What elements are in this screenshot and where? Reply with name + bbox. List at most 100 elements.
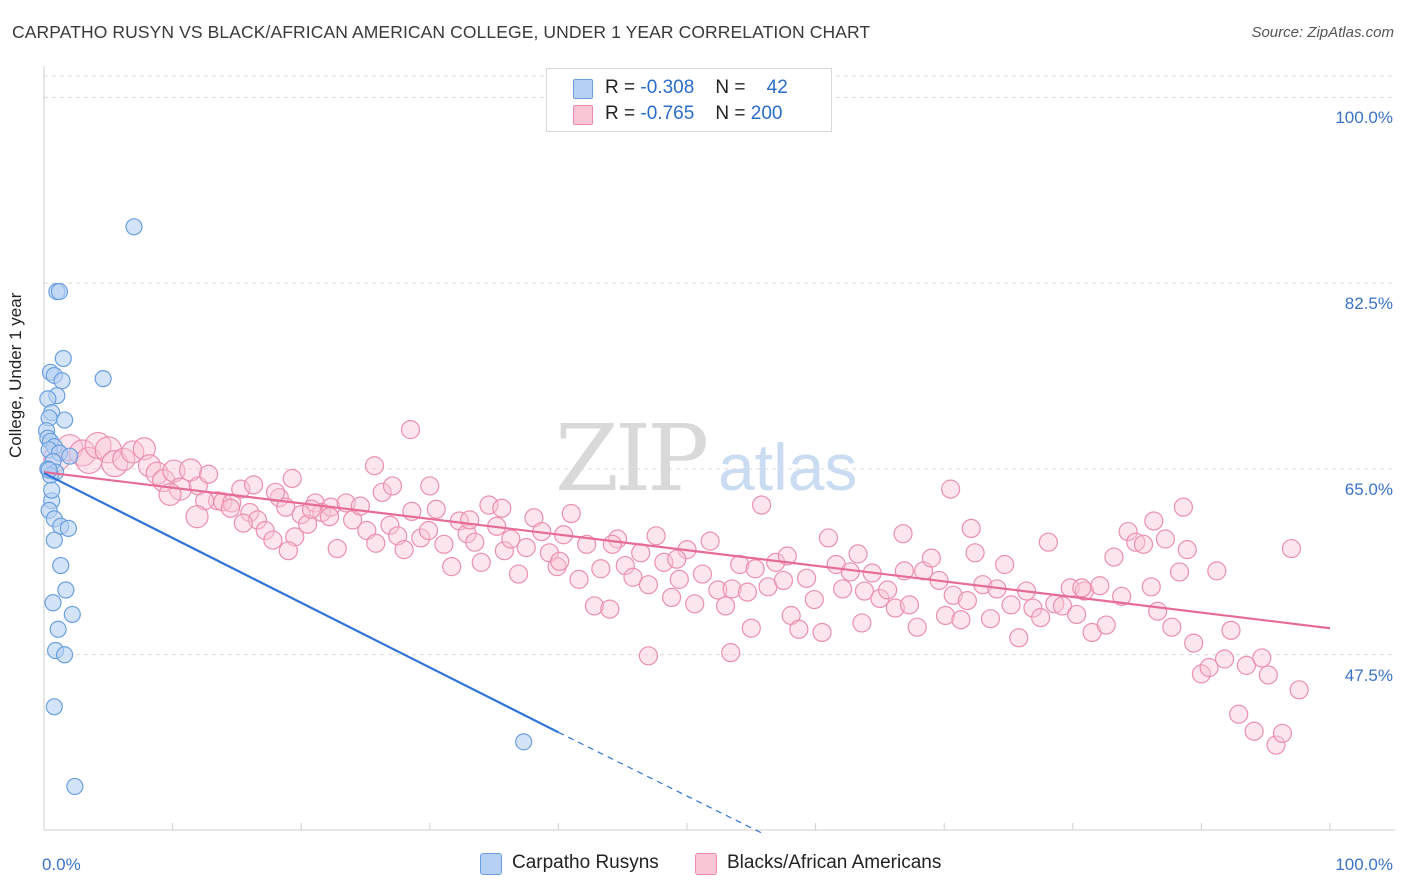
point-blacks-african-americans — [394, 540, 414, 560]
point-blacks-african-americans — [1184, 633, 1204, 653]
point-blacks-african-americans — [1001, 595, 1021, 615]
point-blacks-african-americans — [199, 464, 219, 484]
point-blacks-african-americans — [941, 479, 961, 499]
point-blacks-african-americans — [1118, 521, 1138, 542]
point-blacks-african-americans — [854, 581, 875, 601]
point-blacks-african-americans — [434, 534, 454, 554]
point-blacks-african-americans — [584, 596, 605, 616]
point-blacks-african-americans — [878, 580, 898, 600]
point-carpatho-rusyns — [43, 481, 61, 499]
point-blacks-african-americans — [112, 447, 136, 471]
legend-swatch-blue — [480, 853, 502, 875]
point-blacks-african-americans — [965, 543, 985, 563]
point-blacks-african-americans — [685, 594, 705, 614]
legend-n-label: N = — [715, 103, 746, 124]
point-blacks-african-americans — [751, 495, 772, 515]
point-blacks-african-americans — [631, 543, 651, 563]
point-blacks-african-americans — [1169, 562, 1190, 582]
point-blacks-african-americans — [951, 610, 971, 630]
point-blacks-african-americans — [995, 554, 1015, 575]
point-blacks-african-americans — [669, 569, 689, 589]
legend-label: Blacks/African Americans — [727, 852, 942, 873]
series-legend: Carpatho Rusyns Blacks/African Americans — [0, 852, 1406, 878]
point-blacks-african-americans — [569, 569, 589, 589]
point-blacks-african-americans — [508, 564, 529, 584]
point-blacks-african-americans — [162, 459, 186, 483]
point-blacks-african-americans — [818, 528, 839, 548]
point-blacks-african-americans — [366, 533, 386, 553]
point-blacks-african-americans — [1214, 649, 1235, 669]
point-blacks-african-americans — [602, 534, 623, 554]
point-blacks-african-americans — [420, 476, 440, 496]
y-tick-label: 82.5% — [1345, 294, 1393, 313]
point-carpatho-rusyns — [66, 777, 84, 796]
point-blacks-african-americans — [380, 515, 400, 535]
point-blacks-african-americans — [240, 502, 260, 523]
point-blacks-african-americans — [615, 555, 635, 576]
point-blacks-african-americans — [1074, 581, 1094, 601]
point-blacks-african-americans — [741, 618, 761, 638]
point-carpatho-rusyns — [63, 605, 81, 624]
point-blacks-african-americans — [501, 529, 521, 549]
legend-r-value: -0.308 — [640, 77, 695, 98]
point-blacks-african-americans — [372, 482, 392, 502]
watermark-zip: ZIP — [555, 405, 706, 512]
trend-lines — [43, 471, 1331, 835]
point-blacks-african-americans — [1191, 664, 1212, 684]
point-blacks-african-americans — [1038, 532, 1058, 552]
point-blacks-african-americans — [796, 568, 817, 588]
point-blacks-african-americans — [1162, 617, 1182, 637]
point-blacks-african-americans — [804, 589, 824, 610]
point-blacks-african-americans — [840, 562, 860, 582]
gridlines — [44, 75, 1395, 656]
point-blacks-african-americans — [1052, 596, 1073, 616]
point-blacks-african-americans — [145, 461, 169, 485]
point-blacks-african-americans — [426, 499, 446, 519]
point-blacks-african-americans — [848, 544, 868, 564]
point-blacks-african-americans — [94, 436, 122, 464]
point-blacks-african-americans — [961, 518, 981, 539]
point-blacks-african-americans — [319, 507, 340, 527]
point-blacks-african-americans — [577, 534, 597, 554]
point-blacks-african-americans — [442, 557, 462, 577]
point-blacks-african-americans — [1173, 497, 1193, 517]
point-blacks-african-americans — [1289, 680, 1309, 700]
point-blacks-african-americans — [1236, 655, 1257, 675]
point-blacks-african-americans — [550, 551, 570, 571]
point-carpatho-rusyns — [94, 370, 112, 388]
point-blacks-african-americans — [1112, 586, 1132, 606]
x-tick-label: 0.0% — [42, 855, 81, 874]
point-blacks-african-americans — [418, 520, 439, 541]
point-blacks-african-americans — [700, 531, 720, 551]
point-blacks-african-americans — [1272, 723, 1293, 743]
point-blacks-african-americans — [852, 613, 872, 633]
y-tick-label: 47.5% — [1345, 666, 1393, 685]
y-tick-label: 100.0% — [1335, 108, 1393, 127]
point-blacks-african-americans — [1023, 598, 1043, 618]
point-blacks-african-americans — [935, 605, 956, 626]
legend-n-value: 42 — [766, 77, 788, 98]
point-blacks-african-americans — [667, 549, 687, 569]
point-blacks-african-americans — [1252, 648, 1272, 668]
point-blacks-african-americans — [1281, 538, 1302, 559]
point-blacks-african-americans — [1067, 604, 1087, 625]
point-blacks-african-americans — [411, 528, 431, 548]
point-blacks-african-americans — [471, 552, 491, 572]
watermark: ZIP atlas — [555, 405, 857, 512]
legend-n-label: N = — [715, 77, 746, 98]
watermark-atlas: atlas — [718, 430, 857, 504]
point-blacks-african-americans — [980, 609, 1001, 629]
point-blacks-african-americans — [1221, 620, 1241, 640]
trend-line-carpatho — [43, 472, 559, 734]
point-carpatho-rusyns — [50, 282, 69, 301]
point-blacks-african-americans — [1199, 657, 1219, 678]
point-blacks-african-americans — [494, 541, 514, 561]
point-blacks-african-americans — [812, 622, 832, 643]
legend-swatch-pink — [695, 853, 717, 875]
point-blacks-african-americans — [715, 596, 736, 616]
point-blacks-african-americans — [263, 530, 283, 550]
point-blacks-african-americans — [777, 546, 797, 566]
legend-r-label: R = — [605, 77, 636, 98]
point-blacks-african-americans — [661, 587, 682, 608]
point-blacks-african-americans — [1104, 547, 1124, 567]
